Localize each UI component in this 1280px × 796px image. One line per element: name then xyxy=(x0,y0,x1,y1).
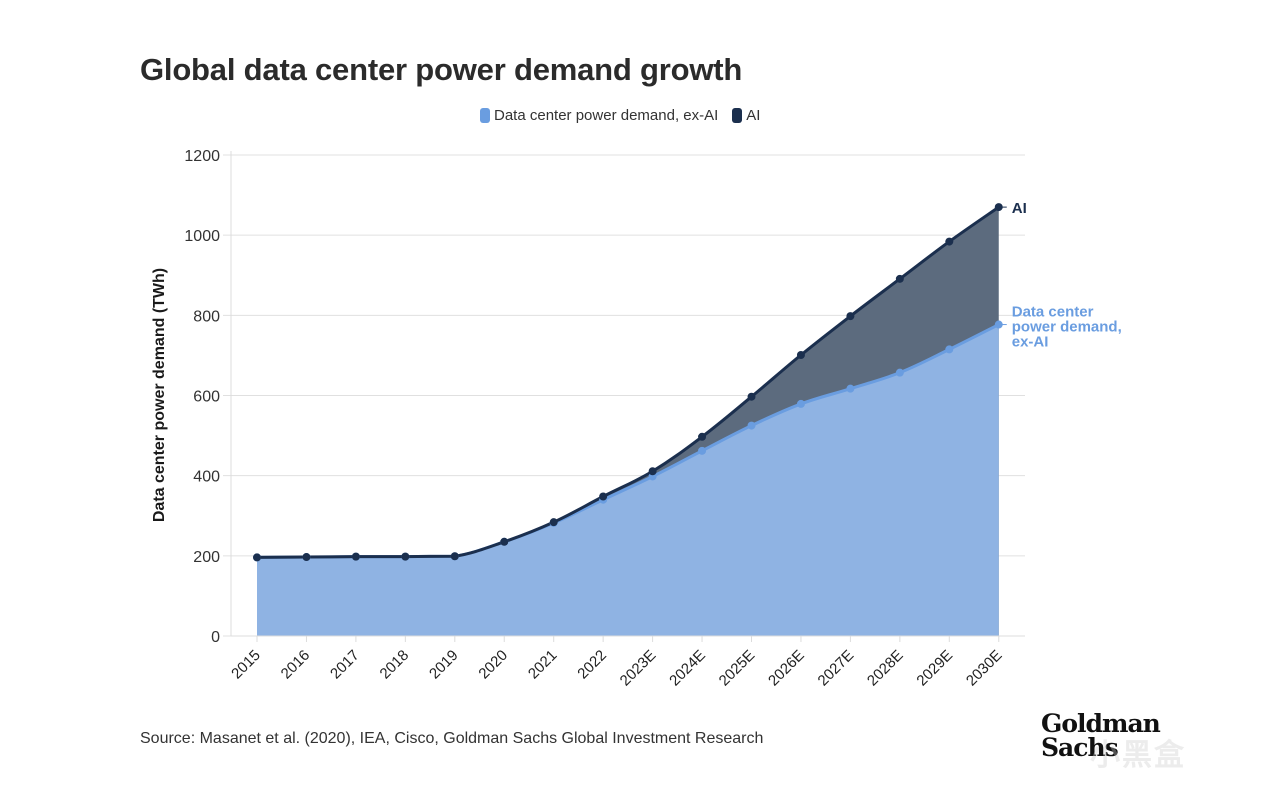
legend-swatch-exai xyxy=(480,108,490,123)
point-exai xyxy=(698,446,707,455)
y-tick-label: 800 xyxy=(193,308,220,325)
point-ai xyxy=(698,432,707,441)
x-tick-label: 2025E xyxy=(716,647,759,690)
point-ai xyxy=(796,351,805,360)
x-tick-label: 2019 xyxy=(426,647,462,683)
point-exai xyxy=(846,384,855,393)
x-tick-label: 2024E xyxy=(666,647,709,690)
y-axis-title: Data center power demand (TWh) xyxy=(151,268,168,522)
areas xyxy=(257,207,999,636)
chart-title: Global data center power demand growth xyxy=(140,52,743,87)
point-ai xyxy=(401,552,410,561)
legend: Data center power demand, ex-AI AI xyxy=(480,107,774,124)
x-tick-label: 2018 xyxy=(377,647,413,683)
point-ai xyxy=(599,492,608,501)
y-tick-label: 1000 xyxy=(184,228,220,245)
line-ai xyxy=(256,205,1000,559)
logo-line-1: Goldman xyxy=(1041,709,1161,738)
y-tick-label: 1200 xyxy=(184,148,220,165)
source-note: Source: Masanet et al. (2020), IEA, Cisc… xyxy=(140,730,764,747)
y-tick-labels: 0 200 400 600 800 1000 1200 xyxy=(184,148,220,646)
end-label-ai: AI xyxy=(1012,200,1027,217)
x-tick-label: 2015 xyxy=(228,647,264,683)
point-exai xyxy=(945,345,954,354)
point-ai xyxy=(450,552,459,561)
legend-swatch-ai xyxy=(732,108,743,123)
legend-item-ai: AI xyxy=(732,107,760,124)
y-tick-label: 600 xyxy=(193,389,220,406)
point-exai xyxy=(895,368,904,377)
point-ai xyxy=(549,518,558,527)
x-tick-label: 2030E xyxy=(963,647,1006,690)
series-lines xyxy=(256,205,1000,559)
end-label-exai-line: power demand, xyxy=(1012,319,1122,336)
point-ai xyxy=(351,552,360,561)
y-tick-label: 0 xyxy=(211,629,220,646)
point-ai xyxy=(945,237,954,246)
x-tick-label: 2026E xyxy=(765,647,808,690)
area-exai xyxy=(257,324,999,636)
x-tick-label: 2029E xyxy=(913,647,956,690)
x-tick-label: 2017 xyxy=(327,647,363,683)
point-ai xyxy=(253,553,261,562)
legend-item-exai: Data center power demand, ex-AI xyxy=(480,107,718,124)
x-tick-label: 2027E xyxy=(815,647,858,690)
point-ai xyxy=(895,274,904,283)
axes xyxy=(230,151,1025,642)
x-tick-label: 2023E xyxy=(617,647,660,690)
x-tick-labels: 2015 2016 2017 2018 2019 2020 2021 2022 2023E 202… xyxy=(228,647,1005,690)
point-exai xyxy=(747,421,756,430)
y-tick-label: 400 xyxy=(193,469,220,486)
point-ai xyxy=(500,537,509,546)
point-exai xyxy=(796,399,805,408)
x-tick-label: 2020 xyxy=(475,647,511,683)
x-tick-label: 2028E xyxy=(864,647,907,690)
data-points xyxy=(253,203,1003,562)
end-label-exai-line: ex-AI xyxy=(1012,334,1049,351)
watermark: 小黑盒 xyxy=(1090,739,1186,772)
point-ai xyxy=(747,392,756,401)
logo-line-2: Sachs xyxy=(1041,733,1119,762)
point-ai xyxy=(846,312,855,321)
legend-label-exai: Data center power demand, ex-AI xyxy=(494,107,719,124)
end-label-exai-line: Data center xyxy=(1012,304,1094,321)
x-tick-label: 2021 xyxy=(525,647,561,683)
legend-label-ai: AI xyxy=(746,107,761,124)
point-ai xyxy=(302,553,311,562)
point-ai xyxy=(648,467,657,476)
x-tick-label: 2016 xyxy=(278,647,314,683)
goldman-sachs-logo: Goldman Sachs xyxy=(1041,709,1161,762)
x-tick-label: 2022 xyxy=(574,647,610,683)
y-tick-label: 200 xyxy=(193,549,220,566)
